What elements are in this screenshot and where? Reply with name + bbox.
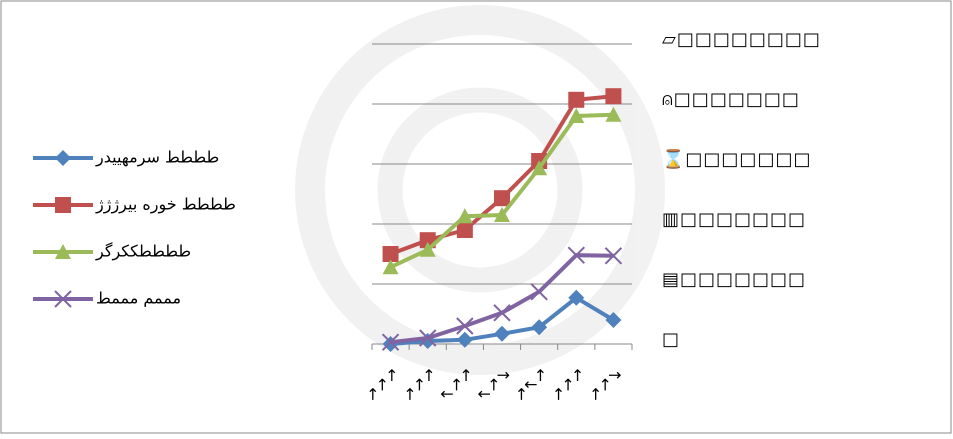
data-point [456,208,473,224]
y-tick-label: ⌛□□□□□□□ [662,148,811,170]
data-point [419,241,436,257]
data-point [605,88,622,105]
data-point [605,312,622,328]
data-point [531,160,548,176]
y-tick-label: ▤□□□□□□□ [662,269,806,290]
data-point [493,304,511,322]
legend-label: طططط خوره بیرژژژ [95,195,236,215]
data-point [456,317,474,335]
data-point [382,246,399,262]
legend-marker [55,244,71,259]
data-point [381,333,400,351]
data-point [567,246,585,264]
data-point [456,222,473,238]
data-point [530,283,548,301]
legend-marker [54,290,72,308]
y-tick-label: ⍝□□□□□□□ [662,89,800,110]
data-point [382,259,399,275]
legend-marker [55,150,71,166]
legend-label: مممم مممط [96,289,181,308]
data-point [568,289,585,306]
data-point [568,91,585,108]
data-point [456,331,473,348]
data-point [605,106,622,122]
data-point [494,325,510,342]
y-tick-label: ▱□□□□□□□□ [662,29,821,50]
data-point [568,108,585,123]
data-point [604,247,623,265]
data-point [419,329,437,347]
legend-label: ططططککرگر [95,242,191,262]
data-point [494,190,510,207]
watermark [295,5,665,375]
legend-marker [55,197,71,213]
data-point [494,207,510,222]
legend-label: طططط سرمهییدر [95,148,219,168]
y-tick-label: □ [662,329,680,350]
y-tick-label: ▥□□□□□□□ [662,209,806,230]
data-point [531,319,548,336]
